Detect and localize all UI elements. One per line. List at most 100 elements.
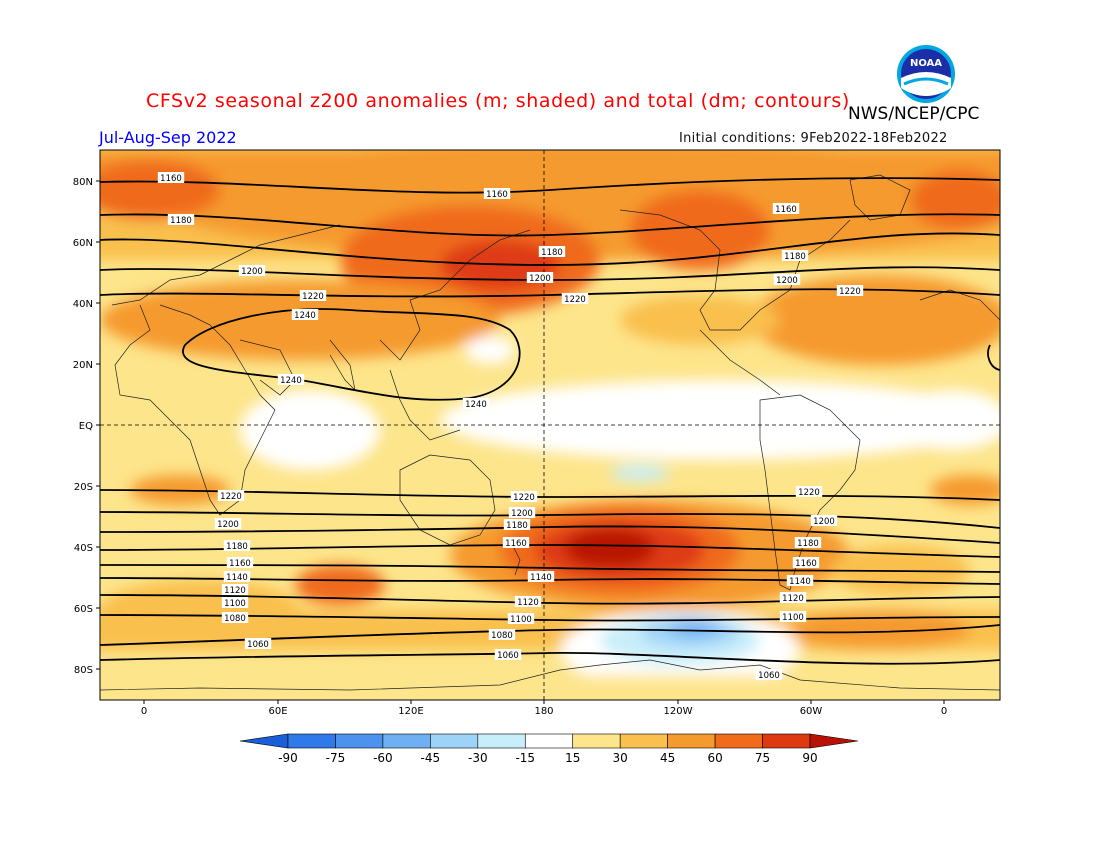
contour-label: 1200 [241,267,263,277]
contour-label-bg [223,540,251,551]
contour-label-bg [221,612,249,623]
lon-tick-label: 120W [664,706,693,717]
contour-label: 1100 [224,599,246,609]
contour-label-bg [538,246,566,257]
contour-label-bg [755,669,783,680]
contour-label: 1100 [782,613,804,623]
contour-label-bg [772,203,800,214]
contour-label: 1200 [813,517,835,527]
contour-label-bg [810,515,838,526]
contour-label-bg [462,398,490,409]
contour-label-bg [494,649,522,660]
contour-label: 1240 [294,311,316,321]
contour-label: 1220 [513,493,535,503]
contour-label-bg [244,638,272,649]
colorbar-label: 60 [707,751,722,765]
lat-tick-label: 40N [73,299,93,310]
contour-label: 1140 [789,577,811,587]
contour-label: 1200 [217,520,239,530]
contour-label: 1160 [505,539,527,549]
contour-label-bg [221,584,249,595]
contour-label-bg [526,272,554,283]
colorbar-segment [430,733,479,749]
contour-label: 1100 [510,615,532,625]
colorbar-segment [619,733,668,749]
contour-label: 1060 [758,671,780,681]
colorbar-segment [667,733,716,749]
colorbar-label: 75 [755,751,770,765]
contour-label-bg [291,309,319,320]
contour-label: 1160 [795,559,817,569]
contour-label: 1200 [511,509,533,519]
contour-label-bg [503,519,531,530]
lon-tick-label: 0 [941,706,947,717]
contour-label: 1060 [247,640,269,650]
longitude-axis: 0 60E 120E 180 120W 60W 0 [141,700,947,717]
colorbar-label: -15 [515,751,535,765]
contour-label: 1240 [280,376,302,386]
lon-tick-label: 60W [800,706,823,717]
contour-label: 1060 [497,651,519,661]
colorbar-segment [714,733,763,749]
colorbar-label: 45 [660,751,675,765]
contour-label: 1180 [541,248,563,258]
colorbar-label: -30 [468,751,488,765]
contour-label: 1180 [170,216,192,226]
contour-label-bg [510,491,538,502]
contour-label-bg [786,575,814,586]
lon-tick-label: 60E [268,706,287,717]
colorbar-label: -45 [421,751,441,765]
contour-label: 1180 [784,252,806,262]
colorbar-arrow-left [239,733,289,749]
lat-tick-label: 60S [74,604,93,615]
contour-label: 1220 [302,292,324,302]
contour-label: 1160 [775,205,797,215]
contour-label: 1220 [220,492,242,502]
coastlines [100,174,1000,691]
shaded-anomalies [100,150,1000,700]
contour-label: 1160 [160,174,182,184]
contour-label: 1140 [226,573,248,583]
contour-label: 1120 [517,598,539,608]
contour-label-bg [277,374,305,385]
colorbar-segment [287,733,336,749]
contour-label: 1200 [776,276,798,286]
contour-label-bg [226,557,254,568]
lat-tick-label: 80N [73,177,93,188]
lat-tick-label: 80S [74,665,93,676]
colorbar-segment [524,733,574,749]
contour-label: 1180 [226,542,248,552]
colorbar: -90 -75 -60 -45 -30 -15 15 30 45 60 75 90 [239,733,859,765]
lat-tick-label: EQ [79,421,93,432]
colorbar-label: 90 [802,751,817,765]
contour-label-bg [157,172,185,183]
contour-label-bg [221,597,249,608]
lon-tick-label: 180 [534,706,553,717]
contour-labels: 1160 1160 1160 1180 1180 1180 1200 1200 1200 1220… [157,172,864,681]
contour-label-bg [779,592,807,603]
lon-tick-label: 0 [141,706,147,717]
contour-label-bg [779,611,807,622]
contour-label: 1160 [229,559,251,569]
contour-label-bg [527,571,555,582]
agency-label: NWS/NCEP/CPC [848,104,980,124]
contour-label-bg [488,629,516,640]
contour-label: 1220 [564,295,586,305]
forecast-period: Jul-Aug-Sep 2022 [99,128,237,147]
latitude-axis: 80N 60N 40N 20N EQ 20S 40S 60S 80S [73,177,100,676]
contour-label-bg [502,537,530,548]
contour-label-bg [792,557,820,568]
contour-label: 1120 [224,586,246,596]
colorbar-label: -75 [326,751,346,765]
colorbar-segment [477,733,526,749]
contour-label-bg [514,596,542,607]
contour-label: 1220 [798,488,820,498]
lat-tick-label: 40S [74,543,93,554]
contour-label-bg [223,571,251,582]
noaa-logo: NOAA [897,45,955,103]
lat-tick-label: 20S [74,482,93,493]
contour-label-bg [795,486,823,497]
colorbar-label: 15 [565,751,580,765]
contour-label-bg [508,507,536,518]
contour-label: 1180 [506,521,528,531]
